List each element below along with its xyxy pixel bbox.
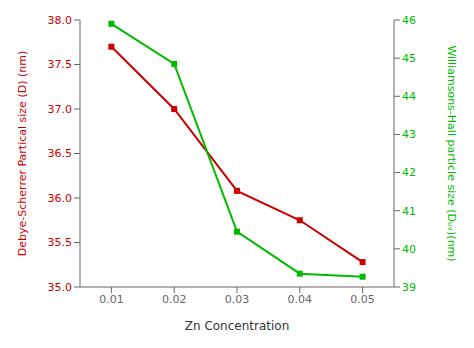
svg-text:37.0: 37.0	[48, 103, 73, 116]
svg-text:43: 43	[402, 128, 416, 141]
svg-text:0.05: 0.05	[350, 293, 375, 306]
svg-text:0.02: 0.02	[162, 293, 187, 306]
svg-text:46: 46	[402, 14, 416, 27]
svg-text:35.5: 35.5	[48, 236, 73, 249]
svg-text:40: 40	[402, 243, 416, 256]
svg-text:39: 39	[402, 281, 416, 294]
svg-text:44: 44	[402, 90, 416, 103]
svg-text:0.04: 0.04	[288, 293, 313, 306]
svg-text:Debye-Scherrer Partical size (: Debye-Scherrer Partical size (D) (nm)	[16, 51, 29, 256]
svg-text:41: 41	[402, 205, 416, 218]
svg-text:45: 45	[402, 52, 416, 65]
svg-text:36.0: 36.0	[48, 192, 73, 205]
svg-text:38.0: 38.0	[48, 14, 73, 27]
svg-text:42: 42	[402, 166, 416, 179]
svg-text:36.5: 36.5	[48, 147, 73, 160]
svg-text:0.03: 0.03	[225, 293, 250, 306]
svg-text:35.0: 35.0	[48, 281, 73, 294]
svg-text:Williamsons-Hall particle size: Williamsons-Hall particle size (Dᵤᵥ)(nm)	[445, 45, 458, 261]
svg-text:0.01: 0.01	[99, 293, 124, 306]
svg-text:Zn Concentration: Zn Concentration	[185, 319, 290, 333]
svg-text:37.5: 37.5	[48, 58, 73, 71]
